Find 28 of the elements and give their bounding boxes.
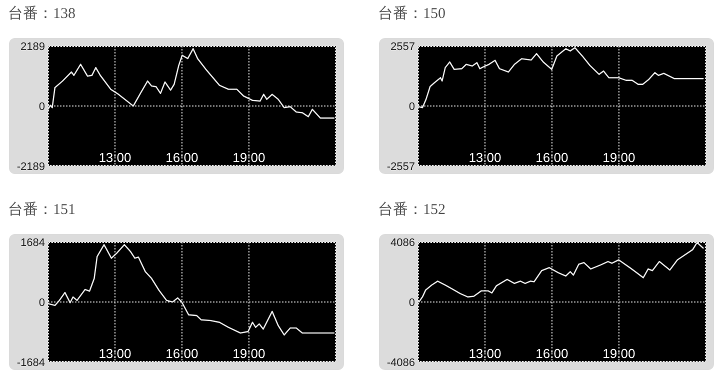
x-tick-label: 19:00 — [232, 150, 266, 165]
chart-title: 台番：152 — [378, 201, 446, 218]
x-tick-label: 16:00 — [536, 150, 568, 165]
y-tick-label: 2189 — [20, 41, 45, 53]
x-tick-label: 13:00 — [468, 346, 502, 361]
chart-title: 台番：150 — [378, 5, 446, 22]
y-tick-label: -2189 — [16, 161, 45, 173]
y-tick-label: 0 — [408, 297, 415, 309]
x-tick-label: 13:00 — [468, 150, 502, 165]
x-tick-label: 13:00 — [98, 150, 132, 165]
y-tick-label: -2557 — [386, 161, 415, 173]
y-tick-label: 0 — [38, 101, 45, 113]
x-tick-label: 16:00 — [166, 346, 198, 361]
y-tick-label: 2557 — [390, 41, 415, 53]
y-tick-label: -1684 — [16, 357, 45, 369]
y-tick-label: 4086 — [390, 237, 415, 249]
y-tick-label: 0 — [408, 101, 415, 113]
y-tick-label: -4086 — [386, 357, 415, 369]
x-tick-label: 19:00 — [602, 346, 636, 361]
y-tick-label: 0 — [38, 297, 45, 309]
chart-title: 台番：151 — [8, 201, 76, 218]
x-tick-label: 19:00 — [232, 346, 266, 361]
x-tick-label: 19:00 — [602, 150, 636, 165]
x-tick-label: 13:00 — [98, 346, 132, 361]
chart-title: 台番：138 — [8, 5, 76, 22]
y-tick-label: 1684 — [20, 237, 45, 249]
x-tick-label: 16:00 — [536, 346, 568, 361]
x-tick-label: 16:00 — [166, 150, 198, 165]
